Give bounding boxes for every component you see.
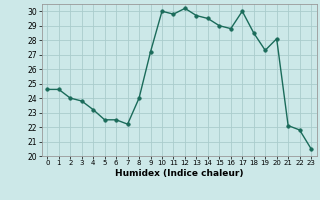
X-axis label: Humidex (Indice chaleur): Humidex (Indice chaleur): [115, 169, 244, 178]
